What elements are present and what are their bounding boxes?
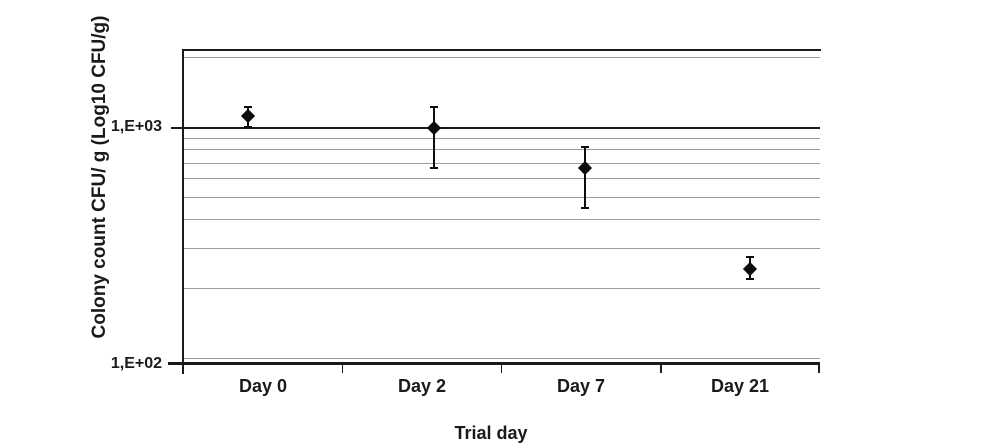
major-gridline — [171, 126, 820, 129]
y-axis-line — [182, 49, 184, 374]
error-bar-cap-bottom — [429, 166, 438, 169]
plot-area — [183, 49, 820, 365]
minor-gridline — [183, 196, 820, 198]
minor-gridline — [183, 247, 820, 249]
error-bar-line — [432, 106, 435, 168]
x-category-label-day2: Day 2 — [397, 376, 447, 396]
minor-gridline — [183, 358, 820, 359]
error-bar-cap-top — [243, 105, 252, 108]
error-bar-cap-bottom — [746, 278, 755, 281]
x-axis-tick — [818, 363, 820, 373]
x-axis-tick — [660, 363, 662, 373]
minor-gridline — [183, 137, 820, 139]
error-bar-cap-top — [429, 105, 438, 108]
error-bar-line — [584, 147, 587, 208]
x-axis-tick — [341, 363, 343, 373]
minor-gridline — [183, 57, 820, 59]
x-axis-title: Trial day — [454, 423, 528, 443]
x-category-label-day21: Day 21 — [710, 376, 770, 396]
error-bar-cap-bottom — [581, 206, 590, 209]
x-axis-line — [168, 362, 820, 365]
minor-gridline — [183, 288, 820, 290]
minor-gridline — [183, 218, 820, 220]
y-tick-label-1e02: 1,E+02 — [110, 355, 162, 372]
x-category-label-day7: Day 7 — [556, 376, 606, 396]
x-category-label-day0: Day 0 — [238, 376, 288, 396]
x-axis-tick — [500, 363, 503, 373]
y-tick-label-1e03: 1,E+03 — [110, 118, 162, 135]
y-axis-title: Colony count CFU/ g (Log10 CFU/g) — [89, 15, 110, 339]
error-bar-cap-bottom — [243, 125, 252, 128]
minor-gridline — [183, 149, 820, 151]
minor-gridline — [183, 162, 820, 164]
error-bar-cap-top — [581, 146, 590, 149]
minor-gridline — [183, 178, 820, 180]
plot-top-border — [183, 49, 821, 51]
error-bar-cap-top — [746, 256, 755, 258]
